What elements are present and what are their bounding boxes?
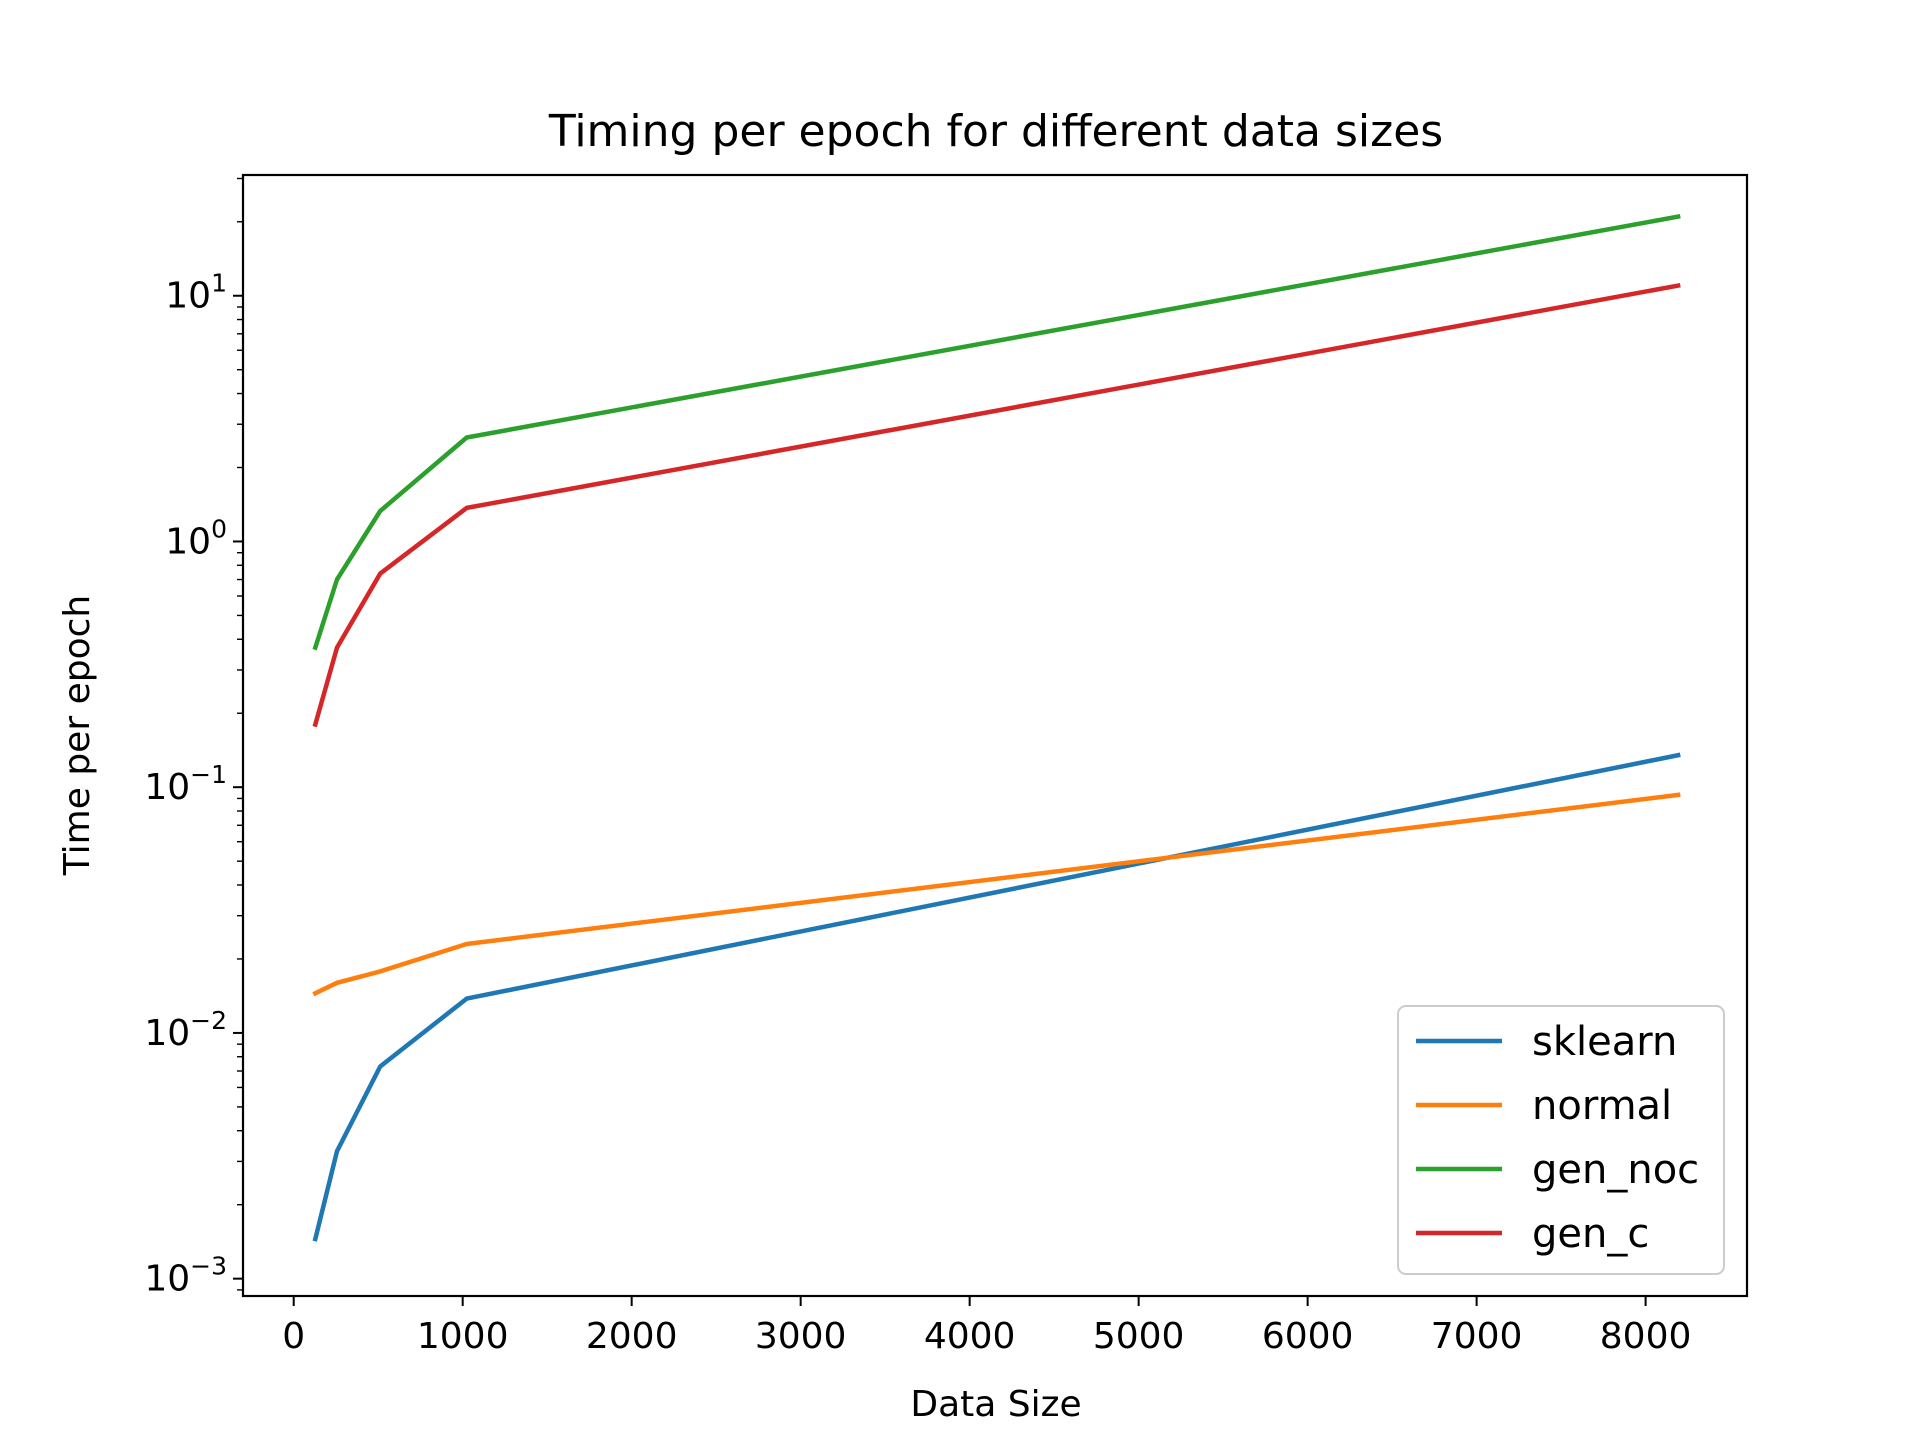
series-layer (312, 213, 1681, 1242)
series-line-normal (312, 792, 1681, 997)
y-tick-label: 10−1 (144, 760, 227, 808)
y-tick-label: 10−3 (144, 1252, 227, 1300)
y-tick-label: 10−2 (144, 1006, 227, 1054)
legend-label: sklearn (1532, 1019, 1677, 1065)
chart-title: Timing per epoch for different data size… (548, 106, 1443, 157)
y-tick-label: 101 (165, 269, 227, 317)
legend-label: gen_noc (1532, 1147, 1699, 1193)
y-tick-exponent: 0 (211, 514, 227, 543)
series-line-sklearn (312, 752, 1681, 1242)
y-tick-exponent: 1 (211, 269, 227, 298)
y-tick-base: 10 (144, 767, 190, 808)
x-tick-label: 6000 (1262, 1316, 1354, 1357)
legend-label: gen_c (1532, 1211, 1649, 1257)
y-tick-base: 10 (144, 1259, 190, 1300)
y-tick-exponent: −3 (190, 1252, 227, 1281)
y-tick-exponent: −1 (190, 760, 227, 789)
x-tick-label: 2000 (586, 1316, 678, 1357)
y-tick-base: 10 (165, 276, 211, 317)
x-tick-label: 8000 (1600, 1316, 1692, 1357)
series-line-gen-c (312, 282, 1681, 728)
x-tick-label: 4000 (924, 1316, 1016, 1357)
x-axis-label: Data Size (910, 1384, 1081, 1425)
x-tick-label: 7000 (1431, 1316, 1523, 1357)
y-tick-base: 10 (165, 521, 211, 562)
series-line-gen-noc (312, 213, 1681, 651)
y-axis-label: Time per epoch (57, 595, 98, 876)
x-tick-label: 5000 (1093, 1316, 1185, 1357)
x-tick-label: 1000 (417, 1316, 509, 1357)
legend: sklearn normal gen_noc gen_c (1397, 1005, 1725, 1275)
y-tick-exponent: −2 (190, 1006, 227, 1035)
x-tick-label: 3000 (755, 1316, 847, 1357)
legend-box (1397, 1005, 1725, 1275)
y-tick-base: 10 (144, 1013, 190, 1054)
x-tick-label: 0 (282, 1316, 305, 1357)
plot-frame (241, 173, 1749, 1298)
y-tick-label: 100 (165, 514, 227, 562)
legend-label: normal (1532, 1083, 1672, 1129)
x-axis: 0 1000 2000 3000 4000 5000 6000 7000 8000 (282, 1296, 1691, 1357)
